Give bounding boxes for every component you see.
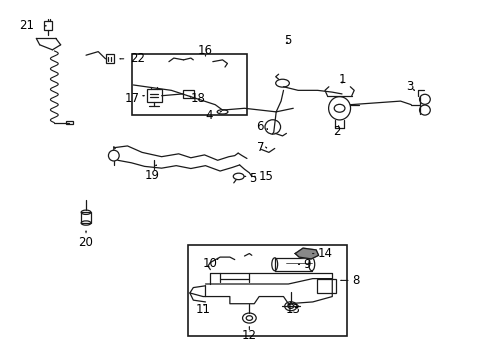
Text: 16: 16: [198, 44, 213, 57]
Bar: [147, 89, 161, 102]
Text: 11: 11: [195, 303, 210, 316]
Text: 21: 21: [19, 19, 34, 32]
Text: 10: 10: [203, 257, 217, 270]
Text: 6: 6: [256, 120, 264, 133]
Bar: [182, 90, 194, 98]
Text: 22: 22: [130, 51, 144, 64]
Bar: [188, 244, 346, 336]
Text: 1: 1: [338, 73, 345, 86]
Text: 9: 9: [303, 258, 310, 271]
Bar: [43, 21, 52, 31]
Text: 3: 3: [406, 80, 413, 93]
Bar: [316, 279, 335, 293]
Text: 5: 5: [249, 172, 256, 185]
Text: 4: 4: [205, 109, 212, 122]
Bar: [132, 54, 246, 116]
Bar: [81, 212, 91, 223]
Text: 18: 18: [190, 92, 205, 105]
Text: 20: 20: [79, 236, 93, 249]
Text: 13: 13: [285, 303, 300, 316]
Text: 5: 5: [283, 33, 290, 47]
Text: 19: 19: [144, 169, 159, 182]
Bar: [105, 54, 114, 63]
Text: 14: 14: [317, 247, 332, 260]
Text: 15: 15: [259, 170, 273, 183]
Text: 12: 12: [242, 329, 256, 342]
Text: 8: 8: [351, 274, 358, 287]
Polygon shape: [295, 248, 318, 259]
Text: 17: 17: [124, 92, 140, 105]
Text: 2: 2: [333, 125, 340, 138]
Bar: [65, 121, 73, 125]
Text: 7: 7: [256, 141, 264, 154]
